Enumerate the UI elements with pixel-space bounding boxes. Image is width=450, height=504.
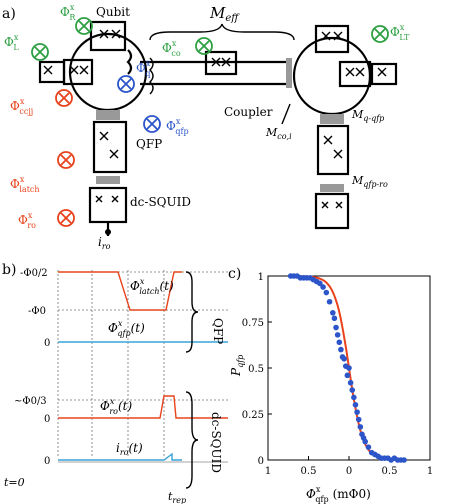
latch-label: Φx latch(t) — [130, 277, 174, 296]
x-tick-label: 1 — [265, 466, 271, 477]
qfp-flux-label: Φx qfp(t) — [108, 319, 145, 338]
coupler-label: Coupler — [224, 105, 273, 119]
data-point — [331, 315, 338, 322]
flux-l-marker: Φx L — [4, 33, 49, 61]
y-axis-label: Pqfp — [229, 355, 245, 377]
flux-ro-marker: Φx ro — [18, 209, 75, 230]
data-point — [346, 365, 352, 371]
ro-flux-label: Φx ro(t) — [100, 397, 133, 416]
t-zero-label: t=0 — [4, 476, 25, 489]
flux-co-label: Φx co — [162, 39, 181, 58]
tick-zero-qfp: 0 — [44, 338, 50, 349]
panel-c-label: c) — [228, 266, 241, 282]
x-tick-label: 0 — [346, 466, 352, 477]
data-point — [320, 284, 326, 290]
flux-ccjj-marker: Φx ccjj — [10, 89, 73, 116]
data-point — [347, 379, 354, 386]
flux-latch-label: Φx latch — [10, 175, 40, 194]
flux-ro-label: Φx ro — [18, 211, 36, 230]
data-point — [334, 332, 341, 338]
qubit-label: Qubit — [96, 5, 130, 19]
brace-dcsquid-label: dc-SQUID — [209, 412, 223, 473]
flux-r-label: Φx R — [60, 3, 76, 22]
tick-neg-half: -Φ0/2 — [20, 268, 48, 279]
data-point — [362, 438, 369, 445]
i-ro-label: iro — [98, 235, 111, 251]
tick-zero-iro: 0 — [44, 456, 50, 467]
flux-q-label: Φx q — [136, 59, 151, 78]
tick-third: ~Φ0/3 — [14, 396, 47, 407]
data-point — [351, 394, 357, 401]
iro-waveform — [58, 452, 182, 461]
panel-a-label: a) — [2, 6, 16, 22]
y-tick-label: 0 — [258, 456, 264, 467]
x-tick-label: 1 — [427, 466, 433, 477]
m-qfpro-label: Mqfp-ro — [351, 174, 388, 189]
flux-l-label: Φx L — [4, 33, 19, 52]
flux-ccjj-label: Φx ccjj — [10, 97, 33, 116]
data-point — [333, 324, 339, 331]
flux-lt-label: Φx LT — [390, 23, 410, 42]
dcsquid-brace — [185, 391, 199, 489]
x-tick-label: 0.5 — [301, 466, 317, 477]
data-point — [326, 298, 333, 305]
data-point — [365, 444, 372, 450]
panel-b-label: b) — [2, 262, 16, 278]
data-point — [401, 457, 407, 463]
data-point — [330, 310, 336, 316]
flux-q-marker: Φx q — [117, 59, 151, 93]
coupler-circuit — [140, 50, 292, 95]
iro-label: iro(t) — [116, 441, 143, 457]
data-point — [354, 409, 360, 415]
qfp-circuit — [88, 120, 128, 236]
flux-latch-marker: Φx latch — [10, 151, 75, 194]
m-co-label: Mco,i — [265, 126, 292, 141]
data-point — [336, 339, 343, 346]
t-rep-label: trep — [168, 490, 186, 504]
data-point — [341, 356, 347, 362]
x-tick-label: 0.5 — [382, 466, 398, 477]
m-co-arrow — [281, 103, 291, 125]
qfp-label: QFP — [136, 137, 162, 151]
flux-markers: Φx R Φx L Φx co Φx LT Φx q Φx qfp Φx ccjj Φx latch Φx ro — [4, 3, 410, 230]
dc-squid-label: dc-SQUID — [130, 195, 191, 209]
data-point — [338, 346, 344, 353]
data-point — [352, 402, 359, 408]
flux-r-marker: Φx R — [60, 3, 93, 35]
x-axis-label: Φx qfp (mΦ0) — [306, 485, 371, 504]
y-tick-label: 0.25 — [242, 410, 264, 421]
data-point — [355, 416, 362, 423]
data-point — [349, 387, 356, 393]
tick-neg: -Φ0 — [28, 306, 46, 317]
m-eff-brace — [149, 23, 295, 41]
timing-diagram — [57, 270, 228, 489]
data-point — [317, 280, 323, 287]
flux-qfp-label: Φx qfp — [166, 117, 189, 136]
ro-waveform — [58, 395, 228, 419]
left-qubit-circuit — [38, 20, 148, 120]
data-point — [323, 289, 330, 296]
qfp-brace — [185, 271, 199, 353]
data-point — [357, 424, 364, 430]
flux-co-marker: Φx co — [162, 37, 213, 58]
m-qqfp-label: Mq-qfp — [351, 108, 384, 123]
brace-qfp-label: QFP — [211, 318, 225, 344]
flux-lt-marker: Φx LT — [371, 23, 410, 43]
tick-zero-ro: 0 — [44, 414, 50, 425]
m-eff-label: Meff — [209, 4, 240, 24]
flux-qfp-marker: Φx qfp — [143, 115, 189, 136]
y-tick-label: 1 — [258, 272, 264, 283]
y-tick-label: 0.75 — [242, 318, 264, 329]
y-tick-label: 0.5 — [248, 364, 264, 375]
right-qubit-circuit — [292, 24, 398, 230]
latch-waveform — [58, 271, 182, 311]
data-point — [344, 372, 351, 379]
